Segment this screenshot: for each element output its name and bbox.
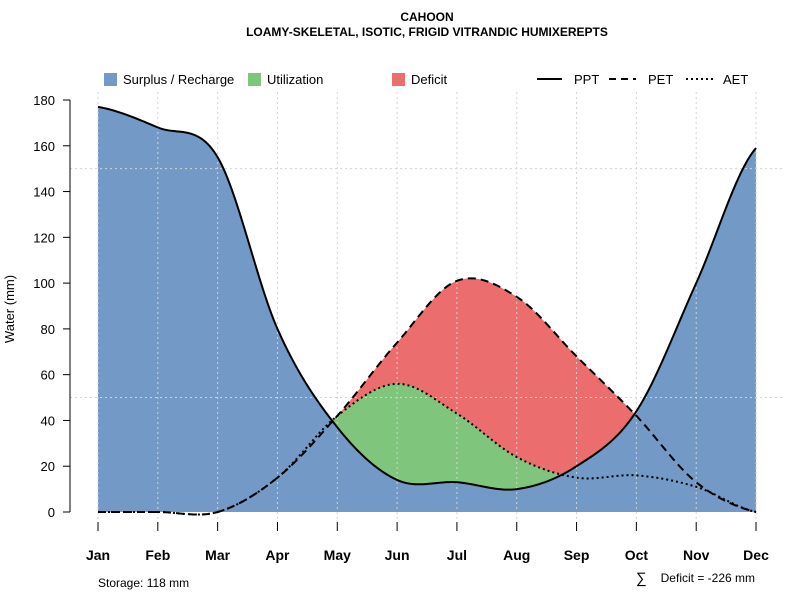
legend-label-surplus: Surplus / Recharge [123, 72, 234, 87]
x-axis-ticks: Jan Feb Mar Apr May Jun Jul Aug Sep Oct Nov Dec [86, 522, 769, 563]
legend-label-aet: AET [723, 72, 748, 87]
x-tick-label: Jul [447, 547, 467, 563]
x-tick-label: Jun [385, 547, 410, 563]
grid-lines [70, 92, 782, 520]
legend-swatch-deficit [392, 73, 405, 86]
x-tick-label: Aug [503, 547, 530, 563]
x-tick-label: Oct [625, 547, 649, 563]
x-tick-label: Mar [205, 547, 230, 563]
y-axis-ticks: 0 20 40 60 80 100 120 140 160 180 [33, 93, 70, 520]
legend-label-utilization: Utilization [267, 72, 323, 87]
y-tick-label: 180 [33, 93, 55, 108]
legend-label-ppt: PPT [574, 72, 599, 87]
series-line-aet [98, 382, 757, 516]
x-tick-label: Dec [743, 547, 769, 563]
series-lines [97, 105, 757, 516]
y-tick-label: 0 [48, 505, 55, 520]
chart-subtitle: LOAMY-SKELETAL, ISOTIC, FRIGID VITRANDIC… [246, 25, 608, 39]
series-line-pet [98, 277, 757, 516]
x-tick-label: Feb [145, 547, 170, 563]
y-axis-label: Water (mm) [2, 275, 17, 343]
y-tick-label: 60 [41, 368, 55, 383]
x-tick-label: May [324, 547, 351, 563]
legend-label-deficit: Deficit [411, 72, 448, 87]
chart-title: CAHOON [400, 10, 453, 24]
legend-swatch-surplus [104, 73, 117, 86]
x-tick-label: Sep [564, 547, 590, 563]
y-tick-label: 80 [41, 322, 55, 337]
surplus-recharge-area [98, 106, 757, 513]
legend-label-pet: PET [648, 72, 673, 87]
utilization-area [98, 383, 757, 515]
series-line-ppt [97, 105, 757, 491]
y-tick-label: 100 [33, 276, 55, 291]
deficit-annotation: Deficit = -226 mm [661, 571, 755, 585]
legend: Surplus / Recharge Utilization Deficit P… [104, 72, 748, 87]
x-tick-label: Jan [86, 547, 110, 563]
y-tick-label: 140 [33, 185, 55, 200]
x-tick-label: Nov [683, 547, 710, 563]
x-tick-label: Apr [265, 547, 290, 563]
y-tick-label: 40 [41, 413, 55, 428]
deficit-sum-symbol: ∑ [636, 570, 647, 587]
storage-annotation: Storage: 118 mm [98, 576, 189, 590]
y-tick-label: 160 [33, 139, 55, 154]
legend-swatch-utilization [248, 73, 261, 86]
y-tick-label: 120 [33, 230, 55, 245]
water-areas [98, 106, 757, 515]
y-tick-label: 20 [41, 459, 55, 474]
